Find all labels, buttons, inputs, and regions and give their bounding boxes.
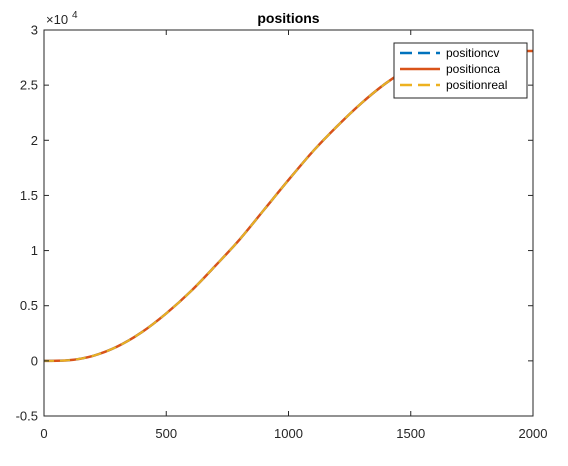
y-tick-label: 3 bbox=[31, 23, 38, 38]
x-tick-label: 0 bbox=[40, 426, 47, 441]
legend-label-positionreal: positionreal bbox=[446, 78, 507, 92]
tick-marks bbox=[43, 29, 534, 417]
chart-title: positions bbox=[257, 10, 319, 26]
y-tick-label: 1 bbox=[31, 243, 38, 258]
x-tick-label: 1000 bbox=[274, 426, 303, 441]
legend-box bbox=[393, 42, 528, 99]
x-tick-label: 2000 bbox=[519, 426, 548, 441]
legend-label-positionca: positionca bbox=[446, 62, 500, 76]
y-exponent-power: 4 bbox=[72, 10, 78, 21]
legend: positioncv positionca positionreal bbox=[393, 42, 528, 99]
x-tick-label: 500 bbox=[155, 426, 177, 441]
y-tick-label: 2 bbox=[31, 133, 38, 148]
series-line-positionreal bbox=[43, 49, 533, 362]
y-tick-label: -0.5 bbox=[16, 409, 38, 424]
y-exponent-label: ×10 4 bbox=[46, 10, 78, 27]
x-tick-label: 1500 bbox=[396, 426, 425, 441]
y-tick-label: 0 bbox=[31, 353, 38, 368]
legend-label-positioncv: positioncv bbox=[446, 46, 499, 60]
y-tick-label: 0.5 bbox=[20, 298, 38, 313]
y-tick-label: 2.5 bbox=[20, 78, 38, 93]
tick-labels: 0 500 1000 1500 2000-0.500.511.522.53 bbox=[16, 23, 548, 442]
y-exponent-base: ×10 bbox=[46, 12, 68, 27]
y-tick-label: 1.5 bbox=[20, 188, 38, 203]
